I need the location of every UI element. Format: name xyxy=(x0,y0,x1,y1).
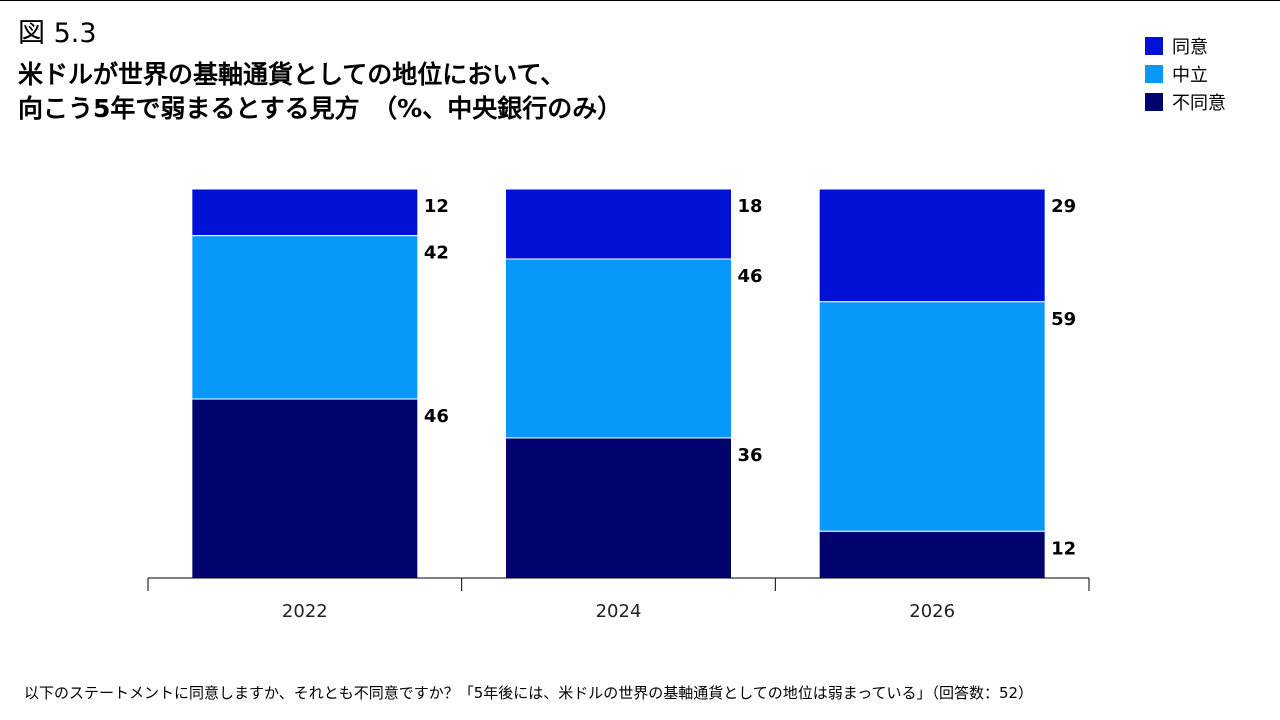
data-label-neutral-2024: 46 xyxy=(738,266,763,287)
chart-title-line-2: 向こう5年で弱まるとする見方 （%、中央銀行のみ） xyxy=(18,94,623,123)
bar-agree-2022 xyxy=(191,188,419,237)
chart-title: 米ドルが世界の基軸通貨としての地位において、 向こう5年で弱まるとする見方 （%… xyxy=(18,58,622,126)
legend-label-neutral: 中立 xyxy=(1172,65,1208,86)
top-rule xyxy=(0,0,1280,1)
bar-disagree-2024 xyxy=(505,437,732,579)
data-label-agree-2022: 12 xyxy=(424,196,449,217)
bar-disagree-2026 xyxy=(818,530,1046,579)
figure-label: 図 5.3 xyxy=(18,18,97,49)
legend-item-disagree: 不同意 xyxy=(1145,88,1226,116)
data-label-neutral-2022: 42 xyxy=(424,243,449,264)
data-label-disagree-2024: 36 xyxy=(738,445,763,466)
footnote: 以下のステートメントに同意しますか、それとも不同意ですか？「5年後には、米ドルの… xyxy=(24,684,1034,702)
legend: 同意 中立 不同意 xyxy=(1145,32,1226,116)
legend-swatch-neutral xyxy=(1145,65,1163,83)
legend-label-agree: 同意 xyxy=(1172,37,1208,58)
bar-disagree-2022 xyxy=(191,398,419,579)
legend-swatch-disagree xyxy=(1145,93,1163,111)
data-label-agree-2024: 18 xyxy=(738,196,763,217)
data-label-disagree-2022: 46 xyxy=(424,406,449,427)
legend-item-neutral: 中立 xyxy=(1145,60,1226,88)
bar-neutral-2022 xyxy=(191,235,419,400)
bar-neutral-2026 xyxy=(818,301,1046,532)
x-tick-label-2024: 2024 xyxy=(596,601,642,622)
legend-label-disagree: 不同意 xyxy=(1172,93,1226,114)
data-label-disagree-2026: 12 xyxy=(1051,538,1076,559)
data-label-neutral-2026: 59 xyxy=(1051,309,1076,330)
chart-title-line-1: 米ドルが世界の基軸通貨としての地位において、 xyxy=(18,60,566,89)
x-tick-label-2022: 2022 xyxy=(282,601,328,622)
bar-agree-2026 xyxy=(818,188,1046,303)
x-tick-label-2026: 2026 xyxy=(909,601,955,622)
legend-item-agree: 同意 xyxy=(1145,32,1226,60)
legend-swatch-agree xyxy=(1145,37,1163,55)
bar-agree-2024 xyxy=(505,188,732,260)
data-label-agree-2026: 29 xyxy=(1051,196,1076,217)
bar-neutral-2024 xyxy=(505,258,732,439)
